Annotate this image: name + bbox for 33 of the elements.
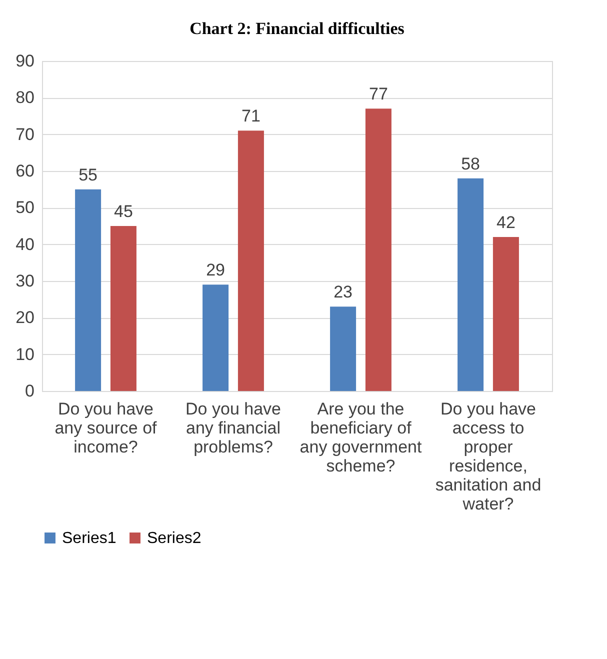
bar: [330, 306, 356, 391]
y-tick-label: 80: [16, 88, 34, 108]
x-tick-label: Do you have access to proper residence, sanitation and water?: [435, 400, 542, 514]
data-label: 77: [368, 84, 388, 104]
data-label: 58: [461, 154, 480, 174]
x-tick-label: Do you have any financial problems?: [186, 400, 281, 456]
data-label: 71: [241, 106, 260, 126]
y-tick-label: 20: [16, 308, 34, 328]
y-tick-label: 70: [16, 124, 34, 144]
bar: [365, 108, 392, 391]
y-tick-label: 30: [16, 272, 34, 290]
y-tick-label: 90: [16, 52, 34, 70]
y-tick-label: 40: [16, 234, 34, 254]
bar: [202, 284, 229, 391]
bar: [238, 130, 264, 391]
data-label: 29: [206, 260, 226, 280]
bar: [458, 178, 484, 391]
y-tick-label: 10: [16, 344, 34, 364]
data-label: 23: [334, 282, 353, 302]
y-tick-label: 50: [16, 198, 34, 218]
legend-label: Series2: [147, 530, 202, 547]
y-tick-label: 60: [16, 162, 34, 180]
y-tick-label: 0: [25, 382, 34, 400]
data-label: 55: [78, 165, 98, 184]
chart-title: Chart 2: Financial difficulties: [190, 19, 405, 38]
x-tick-label: Are you the beneficiary of any government scheme?: [300, 400, 422, 476]
data-label: 42: [496, 213, 516, 232]
legend-label: Series1: [62, 530, 116, 547]
bar: [492, 237, 519, 391]
data-label: 45: [114, 202, 133, 221]
x-tick-label: Do you have any source of income?: [54, 400, 158, 456]
bar: [75, 189, 102, 391]
bar: [110, 226, 136, 391]
